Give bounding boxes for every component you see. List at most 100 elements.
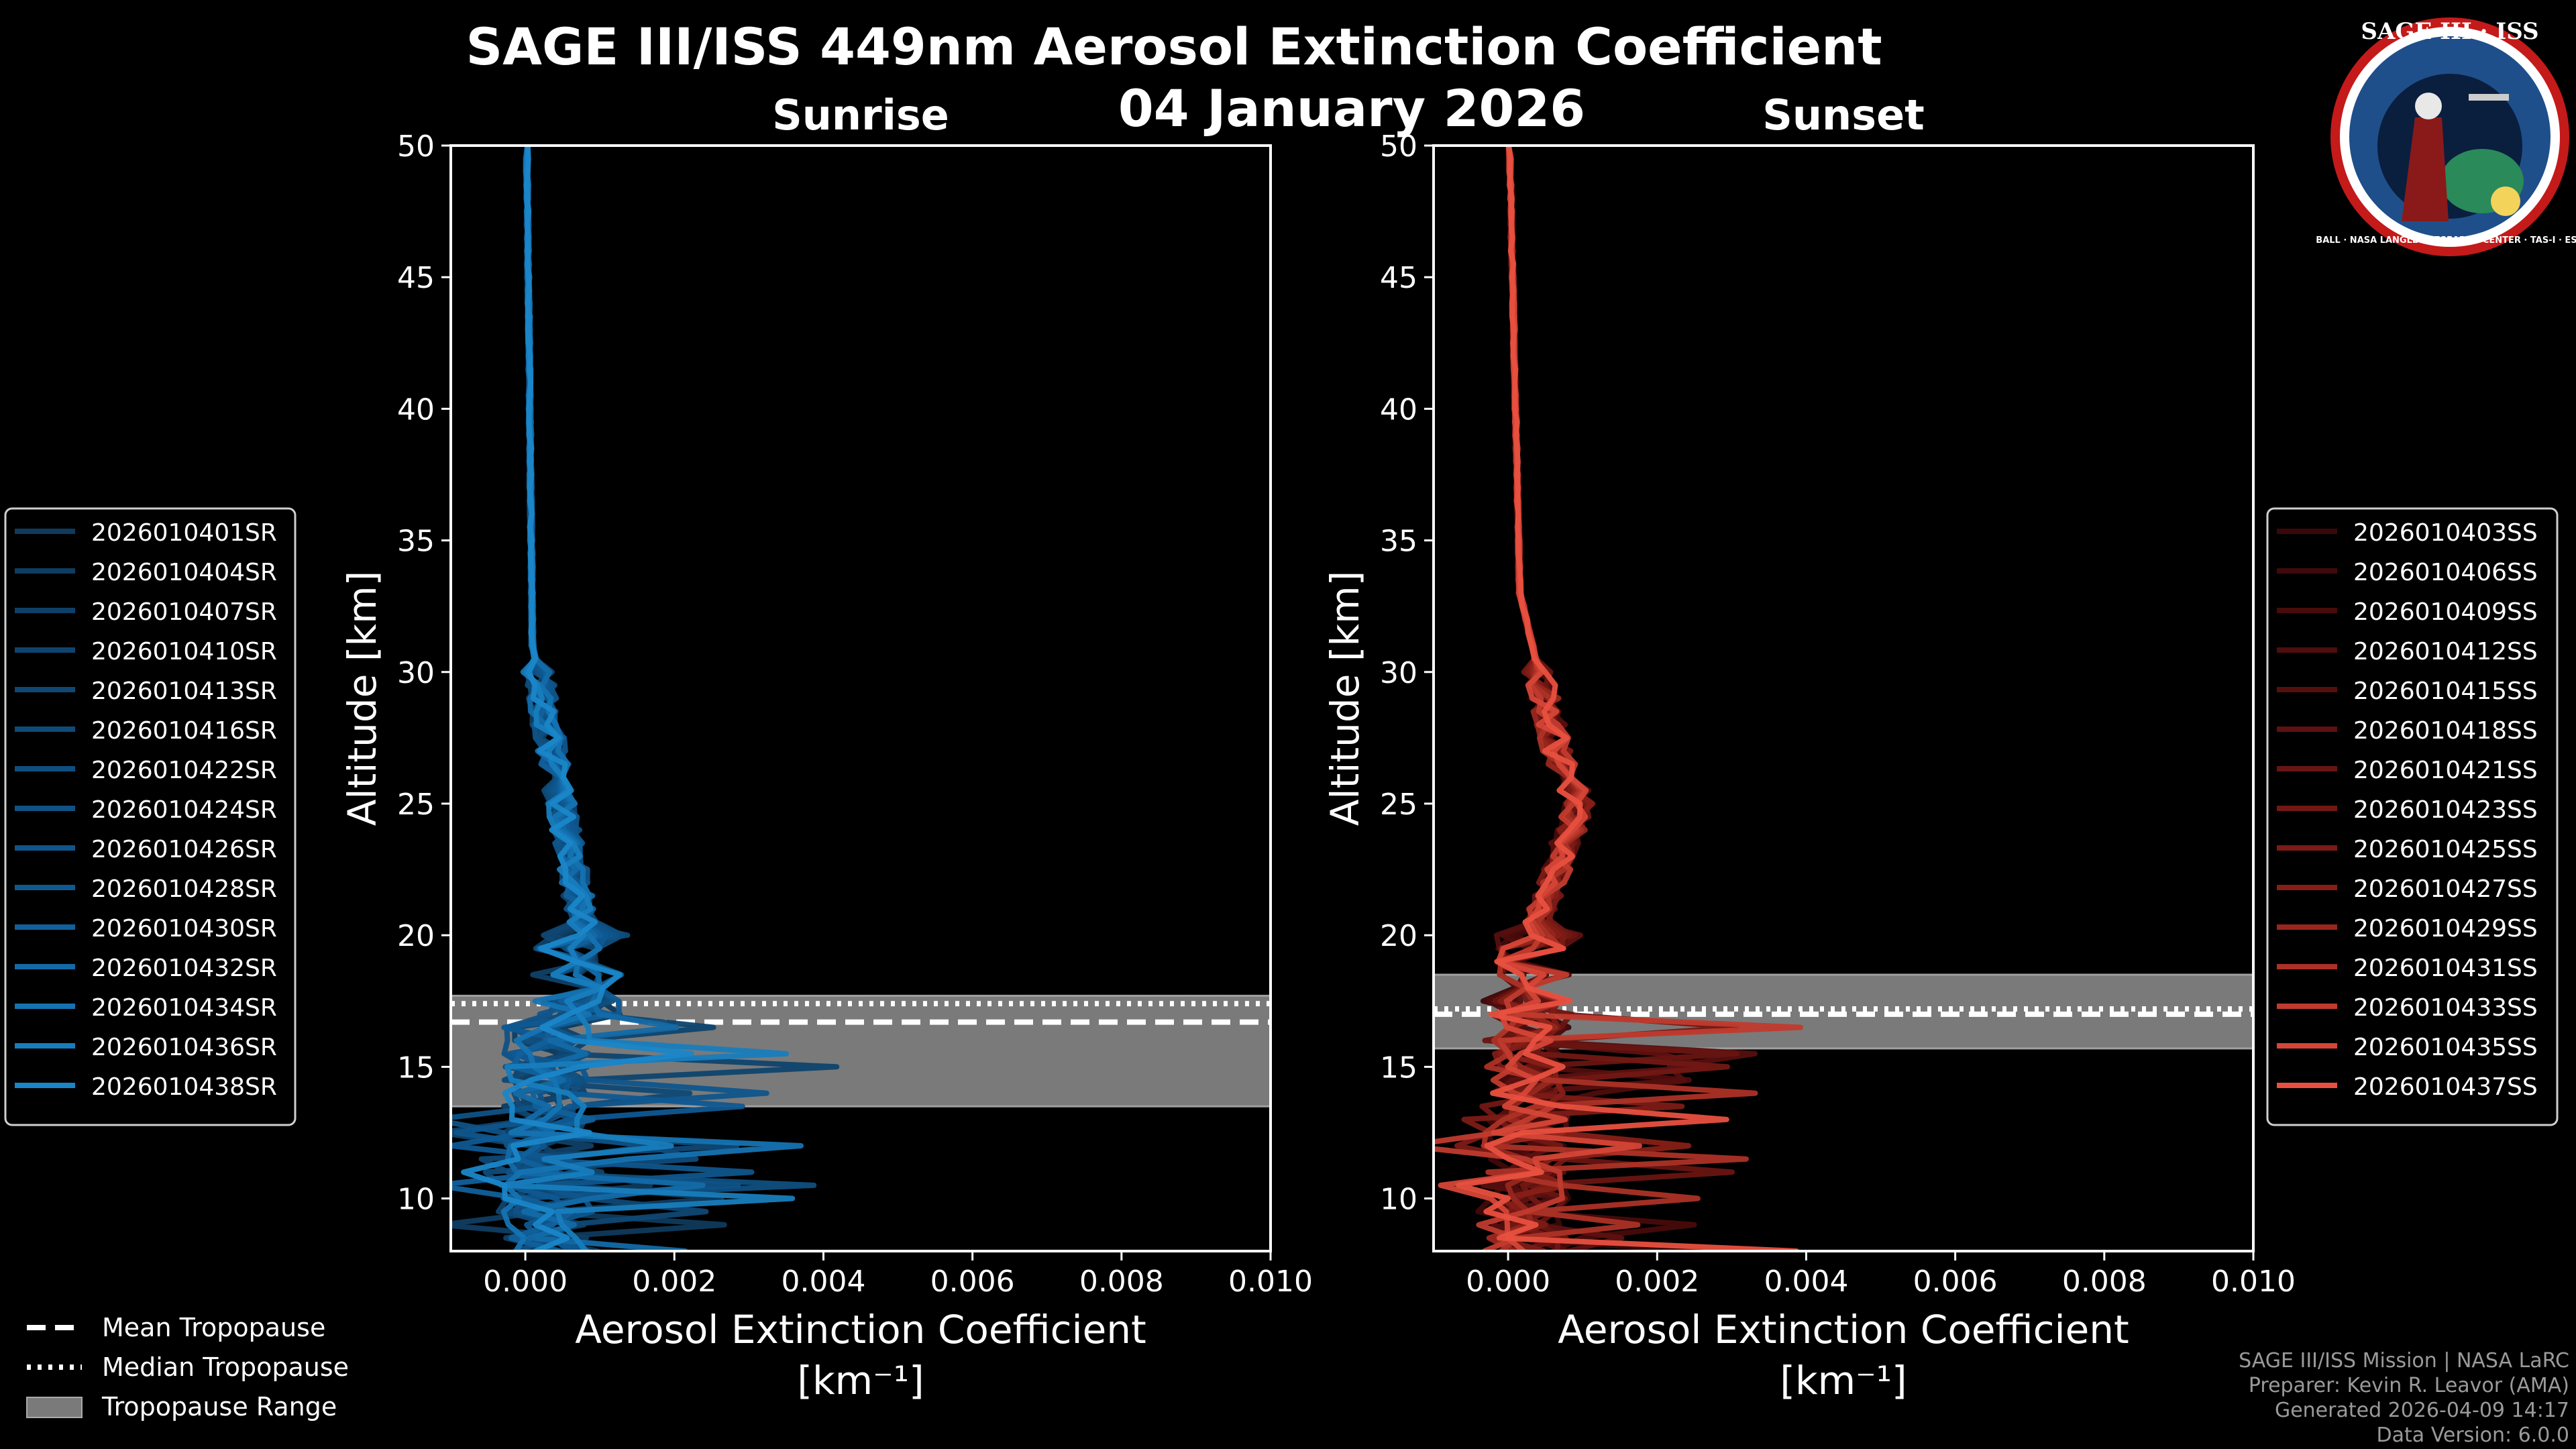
sage-mission-logo: SAGE III · ISS BALL · NASA LANGLEY RESEA… [2316, 17, 2576, 256]
legend-label-2026010412SS: 2026010412SS [2353, 638, 2538, 665]
sunrise-plot-area [451, 146, 1271, 1251]
legend-label-2026010404SR: 2026010404SR [91, 559, 277, 586]
sunrise-ytick-label: 50 [397, 129, 435, 164]
legend-label-2026010407SR: 2026010407SR [91, 598, 277, 626]
sunrise-legend: 2026010401SR 2026010404SR 2026010407SR 2026… [4, 507, 297, 1126]
legend-label-2026010438SR: 2026010438SR [91, 1073, 277, 1101]
sunset-plot-area [1434, 146, 2253, 1251]
sunrise-ytick-label: 20 [397, 919, 435, 953]
legend-label-2026010426SR: 2026010426SR [91, 836, 277, 863]
legend-label-2026010430SR: 2026010430SR [91, 915, 277, 943]
profile-line-2026010437SS [1456, 146, 1800, 1251]
sunrise-ticks: 0.000 0.002 0.004 0.006 0.008 0.010 10 15 20 25 30… [397, 129, 1313, 1299]
sunset-ytick-label: 15 [1380, 1051, 1417, 1085]
legend-label-2026010418SS: 2026010418SS [2353, 717, 2538, 745]
legend-label-2026010431SS: 2026010431SS [2353, 955, 2538, 982]
sunrise-legend-frame [4, 507, 297, 1126]
legend-label-2026010422SR: 2026010422SR [91, 757, 277, 784]
sunrise-ylabel: Altitude [km] [339, 571, 385, 826]
sunset-legend-frame [2266, 507, 2559, 1126]
legend-label-2026010428SR: 2026010428SR [91, 875, 277, 903]
logo-title: SAGE III · ISS [2361, 18, 2538, 45]
legend-label-2026010435SS: 2026010435SS [2353, 1034, 2538, 1061]
sunset-subtitle: Sunset [1762, 91, 1925, 140]
credit-line-2: Preparer: Kevin R. Leavor (AMA) [2249, 1374, 2569, 1397]
sunrise-xtick-label: 0.006 [930, 1265, 1015, 1299]
chart-date: 04 January 2026 [1118, 78, 1585, 138]
legend-label-2026010401SR: 2026010401SR [91, 519, 277, 547]
chart-title: SAGE III/ISS 449nm Aerosol Extinction Co… [466, 17, 1882, 76]
sunset-axes-frame [1432, 144, 2255, 1252]
sunrise-ytick-label: 15 [397, 1051, 435, 1085]
logo-sun [2491, 186, 2520, 216]
sunrise-ytick-label: 40 [397, 392, 435, 427]
sunset-ytick-label: 30 [1380, 656, 1417, 690]
sunrise-xtick-label: 0.004 [781, 1265, 865, 1299]
sunset-xtick-label: 0.000 [1466, 1265, 1550, 1299]
sunrise-xtick-label: 0.010 [1228, 1265, 1313, 1299]
sunset-legend: 2026010403SS 2026010406SS 2026010409SS 2026… [2266, 507, 2559, 1126]
sunset-ytick-label: 50 [1380, 129, 1417, 164]
logo-figure [2402, 117, 2449, 221]
logo-iss [2469, 94, 2509, 101]
legend-label-2026010409SS: 2026010409SS [2353, 598, 2538, 626]
legend-label-2026010437SS: 2026010437SS [2353, 1073, 2538, 1101]
sunset-xlabel-unit: [km⁻¹] [1780, 1358, 1907, 1403]
sunset-xtick-label: 0.010 [2211, 1265, 2296, 1299]
sunset-ytick-label: 25 [1380, 788, 1417, 822]
sunset-ytick-label: 35 [1380, 525, 1417, 559]
legend-label-2026010423SS: 2026010423SS [2353, 796, 2538, 824]
legend-label-2026010421SS: 2026010421SS [2353, 757, 2538, 784]
sunset-xlabel: Aerosol Extinction Coefficient [1558, 1307, 2129, 1352]
sunrise-ytick-label: 45 [397, 261, 435, 295]
tropopause-range-label: Tropopause Range [101, 1392, 337, 1421]
sunset-xtick-label: 0.004 [1764, 1265, 1848, 1299]
sunset-xtick-label: 0.006 [1913, 1265, 1998, 1299]
legend-label-2026010433SS: 2026010433SS [2353, 994, 2538, 1022]
mean-tropopause-label: Mean Tropopause [102, 1313, 325, 1342]
profile-line-2026010438SR [461, 146, 694, 1251]
legend-label-2026010434SR: 2026010434SR [91, 994, 277, 1022]
sunset-ytick-label: 45 [1380, 261, 1417, 295]
tropopause-range-swatch [26, 1397, 83, 1418]
credit-line-3: Generated 2026-04-09 14:17 [2275, 1399, 2569, 1422]
sunrise-xtick-label: 0.002 [632, 1265, 716, 1299]
credit-line-1: SAGE III/ISS Mission | NASA LaRC [2239, 1349, 2569, 1373]
sunrise-subtitle: Sunrise [772, 91, 949, 140]
sunrise-ytick-label: 25 [397, 788, 435, 822]
sunset-ylabel: Altitude [km] [1322, 571, 1368, 826]
legend-label-2026010425SS: 2026010425SS [2353, 836, 2538, 863]
sunset-panel: Sunset 0.000 0.002 0.004 0.006 0.008 0.010 10 1… [1322, 91, 2296, 1403]
sunset-ticks: 0.000 0.002 0.004 0.006 0.008 0.010 10 15 20 25 30… [1380, 129, 2296, 1299]
sunrise-xtick-label: 0.000 [483, 1265, 568, 1299]
legend-label-2026010415SS: 2026010415SS [2353, 678, 2538, 705]
legend-label-2026010427SS: 2026010427SS [2353, 875, 2538, 903]
sunset-xtick-label: 0.002 [1615, 1265, 1699, 1299]
sunset-ytick-label: 20 [1380, 919, 1417, 953]
tropopause-legend: Mean Tropopause Median Tropopause Tropop… [26, 1313, 349, 1421]
legend-label-2026010436SR: 2026010436SR [91, 1034, 277, 1061]
logo-ring-text: BALL · NASA LANGLEY RESEARCH CENTER · TA… [2316, 235, 2576, 246]
legend-label-2026010416SR: 2026010416SR [91, 717, 277, 745]
sunrise-xlabel: Aerosol Extinction Coefficient [575, 1307, 1146, 1352]
sunrise-xlabel-unit: [km⁻¹] [797, 1358, 924, 1403]
sunrise-ytick-label: 35 [397, 525, 435, 559]
sunrise-xtick-label: 0.008 [1079, 1265, 1164, 1299]
legend-label-2026010429SS: 2026010429SS [2353, 915, 2538, 943]
median-tropopause-label: Median Tropopause [102, 1352, 349, 1382]
sunset-xtick-label: 0.008 [2062, 1265, 2147, 1299]
legend-label-2026010413SR: 2026010413SR [91, 678, 277, 705]
profile-line-2026010425SS [1454, 146, 1685, 1251]
sunset-ytick-label: 40 [1380, 392, 1417, 427]
legend-label-2026010432SR: 2026010432SR [91, 955, 277, 982]
logo-figure-head [2415, 93, 2442, 119]
credit-line-4: Data Version: 6.0.0 [2377, 1424, 2569, 1447]
sunrise-panel: Sunrise 0.000 0.002 0.004 0.006 0.008 0.010 10… [339, 91, 1313, 1403]
sunrise-ytick-label: 30 [397, 656, 435, 690]
credits: SAGE III/ISS Mission | NASA LaRC Prepare… [2239, 1349, 2569, 1447]
sunset-ytick-label: 10 [1380, 1183, 1417, 1217]
legend-label-2026010403SS: 2026010403SS [2353, 519, 2538, 547]
sunrise-ytick-label: 10 [397, 1183, 435, 1217]
legend-label-2026010424SR: 2026010424SR [91, 796, 277, 824]
